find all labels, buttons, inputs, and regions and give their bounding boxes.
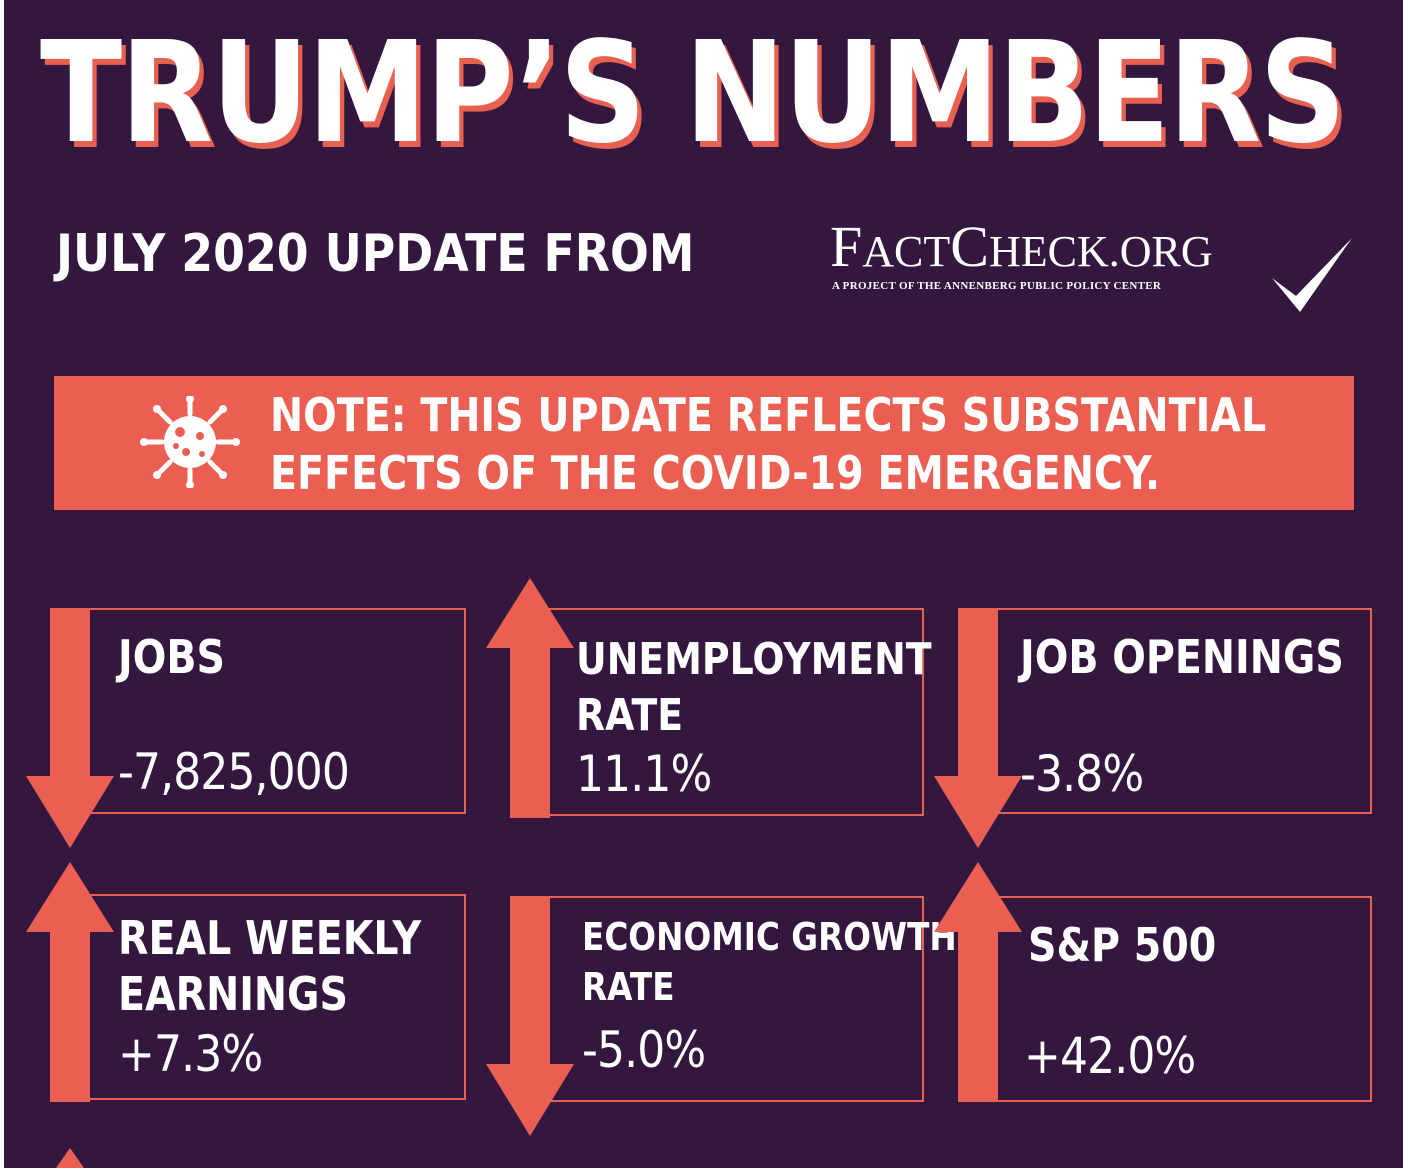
stat-label-line: RATE	[582, 965, 675, 1009]
arrow-up-icon	[934, 862, 1022, 1102]
infographic-poster: TRUMP’S NUMBERS JULY 2020 UPDATE FROM FA…	[4, 0, 1403, 1168]
stat-label-line: JOB OPENINGS	[1020, 630, 1344, 684]
note-line-2: EFFECTS OF THE COVID-19 EMERGENCY.	[270, 446, 1161, 500]
logo-wordmark: FACTCHECK.ORG	[830, 214, 1213, 285]
stat-value-sp500: +42.0%	[1024, 1027, 1196, 1085]
arrow-down-icon	[934, 608, 1022, 848]
factcheck-logo: FACTCHECK.ORG A PROJECT OF THE ANNENBERG…	[830, 214, 1370, 324]
stat-label-jobs: JOBS	[118, 628, 225, 686]
stat-value-job-openings: -3.8%	[1020, 745, 1144, 803]
stat-label-sp500: S&P 500	[1028, 916, 1216, 974]
arrow-up-icon	[486, 578, 574, 818]
update-subtitle: JULY 2020 UPDATE FROM	[56, 224, 695, 284]
note-line-1: NOTE: THIS UPDATE REFLECTS SUBSTANTIAL	[270, 388, 1267, 442]
logo-letter-f: F	[830, 214, 863, 279]
logo-letters-heck: HECK	[988, 227, 1109, 276]
stat-value-economic-growth-rate: -5.0%	[582, 1021, 706, 1079]
stat-label-job-openings: JOB OPENINGS	[1020, 628, 1344, 686]
page-title: TRUMP’S NUMBERS	[40, 12, 1346, 175]
stat-label-unemployment-rate: UNEMPLOYMENT RATE	[576, 632, 932, 744]
logo-letters-org: .ORG	[1108, 227, 1213, 276]
covid-note-banner: NOTE: THIS UPDATE REFLECTS SUBSTANTIAL E…	[54, 376, 1354, 510]
stat-value-jobs: -7,825,000	[118, 743, 350, 801]
stat-label-line: ECONOMIC GROWTH	[582, 915, 957, 959]
stat-label-line: REAL WEEKLY	[118, 911, 422, 965]
stat-value-unemployment-rate: 11.1%	[576, 745, 712, 803]
virus-icon	[140, 396, 240, 488]
stat-label-line: UNEMPLOYMENT	[576, 634, 932, 685]
logo-letter-c: C	[950, 214, 989, 279]
arrow-up-icon	[56, 1148, 84, 1168]
stat-value-real-weekly-earnings: +7.3%	[118, 1025, 263, 1083]
arrow-up-icon	[26, 862, 114, 1102]
arrow-down-icon	[26, 608, 114, 848]
stat-label-economic-growth-rate: ECONOMIC GROWTH RATE	[582, 912, 957, 1012]
stat-label-line: JOBS	[118, 630, 226, 684]
checkmark-icon	[1272, 238, 1352, 312]
stat-label-real-weekly-earnings: REAL WEEKLY EARNINGS	[118, 910, 421, 1022]
note-text: NOTE: THIS UPDATE REFLECTS SUBSTANTIAL E…	[270, 386, 1266, 502]
logo-letters-act: ACT	[862, 227, 951, 276]
logo-tagline: A PROJECT OF THE ANNENBERG PUBLIC POLICY…	[832, 280, 1162, 292]
stat-label-line: RATE	[576, 690, 684, 741]
arrow-down-icon	[486, 896, 574, 1136]
stat-label-line: S&P 500	[1028, 918, 1217, 972]
stat-label-line: EARNINGS	[118, 967, 349, 1021]
